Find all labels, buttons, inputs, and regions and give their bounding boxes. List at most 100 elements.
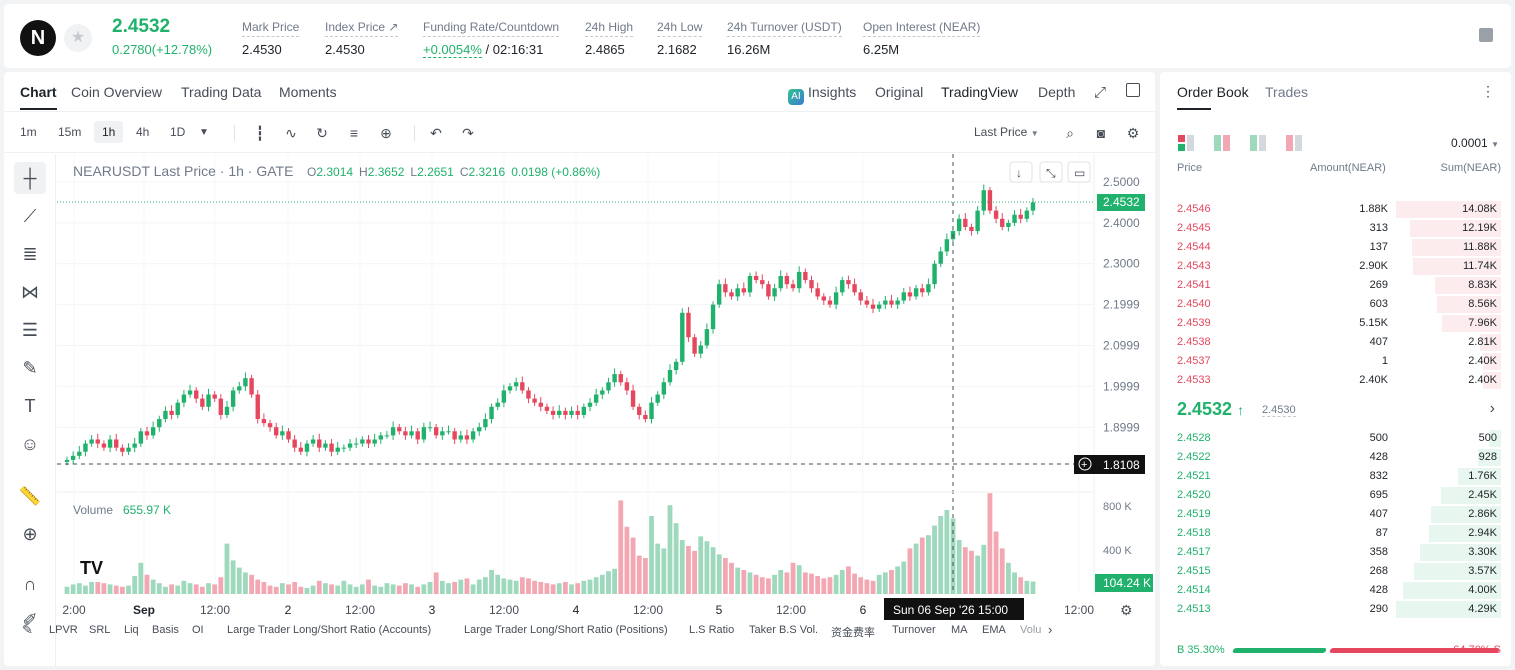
chevron-right-icon[interactable]: ›	[1048, 622, 1053, 637]
trend-line-icon[interactable]: ⟋	[23, 206, 37, 226]
redo-icon[interactable]: ↷	[462, 125, 474, 141]
maximize-button[interactable]	[1067, 161, 1091, 183]
chart-settings-icon[interactable]: ⚙	[1120, 602, 1133, 618]
bid-row[interactable]: 2.4521 832 1.76K	[1160, 467, 1511, 486]
insights-button[interactable]: AI Insights	[788, 84, 856, 105]
view-split-icon[interactable]	[1214, 135, 1232, 151]
chevron-down-icon[interactable]: ▼	[199, 127, 209, 138]
ask-row[interactable]: 2.4538 407 2.81K	[1160, 333, 1511, 352]
ask-row[interactable]: 2.4543 2.90K 11.74K	[1160, 257, 1511, 276]
stat-24h-high: 24h High 2.4865	[585, 20, 634, 57]
indicator-ls-ratio[interactable]: L.S Ratio	[689, 624, 735, 636]
view-asks-icon[interactable]	[1286, 135, 1304, 151]
tab-trading-data[interactable]: Trading Data	[181, 84, 262, 100]
timeframe-1h[interactable]: 1h	[94, 121, 124, 143]
bid-row[interactable]: 2.4520 695 2.45K	[1160, 486, 1511, 505]
view-bids-icon[interactable]	[1250, 135, 1268, 151]
tab-order-book[interactable]: Order Book	[1177, 84, 1249, 110]
magnet-icon[interactable]: ∩	[23, 574, 37, 594]
indicator-ma[interactable]: MA	[951, 624, 968, 636]
indicator-oi[interactable]: OI	[192, 624, 204, 636]
candlestick-chart[interactable]: NEARUSDT Last Price · 1h · GATE O2.3014 H…	[57, 154, 1155, 620]
indicator-lpvr[interactable]: LPVR	[49, 624, 78, 636]
indicator-srl[interactable]: SRL	[89, 624, 111, 636]
emoji-icon[interactable]: ☺	[20, 434, 40, 454]
pattern-icon[interactable]: ⋈	[21, 282, 39, 302]
timeframe-4h[interactable]: 4h	[136, 125, 150, 139]
ask-row[interactable]: 2.4545 313 12.19K	[1160, 219, 1511, 238]
ask-row[interactable]: 2.4533 2.40K 2.40K	[1160, 371, 1511, 390]
tab-moments[interactable]: Moments	[279, 84, 337, 100]
ask-row[interactable]: 2.4540 603 8.56K	[1160, 295, 1511, 314]
ask-row[interactable]: 2.4541 269 8.83K	[1160, 276, 1511, 295]
ask-row[interactable]: 2.4539 5.15K 7.96K	[1160, 314, 1511, 333]
text-icon[interactable]: T	[24, 396, 36, 416]
crosshair-icon[interactable]: ┼	[14, 162, 46, 194]
bid-row[interactable]: 2.4518 87 2.94K	[1160, 524, 1511, 543]
timeframe-1d[interactable]: 1D	[170, 125, 186, 139]
pencil-lock-icon[interactable]: ✐	[22, 610, 38, 630]
indicator-taker-bs-vol[interactable]: Taker B.S Vol.	[749, 624, 819, 636]
tab-trades[interactable]: Trades	[1265, 84, 1309, 100]
undo-icon[interactable]: ↶	[430, 125, 442, 141]
indicator-funding-rate[interactable]: 资金费率	[831, 627, 875, 639]
bid-row[interactable]: 2.4515 268 3.57K	[1160, 562, 1511, 581]
price-type-select[interactable]: Last Price ▼	[974, 125, 1039, 139]
scroll-down-button[interactable]	[1009, 161, 1033, 183]
candle-body	[255, 394, 260, 420]
precision-select[interactable]: 0.0001 ▼	[1451, 136, 1499, 150]
ask-row[interactable]: 2.4544 137 11.88K	[1160, 238, 1511, 257]
bid-row[interactable]: 2.4517 358 3.30K	[1160, 543, 1511, 562]
volume-bar	[667, 505, 673, 594]
view-depth[interactable]: Depth	[1038, 84, 1076, 100]
add-alert-icon[interactable]: ⊕	[380, 125, 392, 141]
bid-row[interactable]: 2.4522 428 928	[1160, 448, 1511, 467]
indicator-large-trader-accounts[interactable]: Large Trader Long/Short Ratio (Accounts)	[227, 624, 432, 636]
chart-legend-symbol: NEARUSDT Last Price · 1h · GATE	[73, 163, 293, 179]
indicator-turnover[interactable]: Turnover	[892, 624, 936, 636]
indicator-ema[interactable]: EMA	[982, 624, 1006, 636]
tab-coin-overview[interactable]: Coin Overview	[71, 84, 163, 100]
parallel-lines-icon[interactable]: ≣	[22, 244, 38, 264]
replay-icon[interactable]: ↻	[316, 125, 328, 141]
bid-row[interactable]: 2.4519 407 2.86K	[1160, 505, 1511, 524]
ask-row[interactable]: 2.4546 1.88K 14.08K	[1160, 200, 1511, 219]
fib-icon[interactable]: ☰	[21, 320, 39, 340]
more-icon[interactable]: ⋮	[1481, 83, 1495, 99]
candles-icon[interactable]: ┇	[255, 125, 265, 141]
timeframe-1m[interactable]: 1m	[20, 125, 37, 139]
add-order-icon[interactable]	[1078, 457, 1092, 471]
indicator-liq[interactable]: Liq	[124, 624, 139, 636]
stat-index-price[interactable]: Index Price ↗ 2.4530	[325, 20, 399, 57]
collapse-button[interactable]	[1039, 161, 1063, 183]
indicator-large-trader-positions[interactable]: Large Trader Long/Short Ratio (Positions…	[464, 624, 668, 636]
ruler-icon[interactable]: 📏	[18, 486, 42, 506]
brush-icon[interactable]: ✎	[22, 358, 38, 378]
view-both-icon[interactable]	[1178, 135, 1196, 151]
timeframe-15m[interactable]: 15m	[58, 125, 82, 139]
chevron-right-icon[interactable]: ›	[1489, 400, 1495, 417]
templates-icon[interactable]: ≡	[349, 125, 359, 141]
favorite-star-icon[interactable]: ★	[64, 24, 92, 52]
view-original[interactable]: Original	[875, 84, 924, 100]
gear-icon[interactable]: ⚙	[1126, 125, 1140, 141]
bid-row[interactable]: 2.4513 290 4.29K	[1160, 600, 1511, 619]
tab-chart[interactable]: Chart	[20, 84, 57, 110]
camera-icon[interactable]: ◙	[1096, 125, 1106, 141]
bid-row[interactable]: 2.4514 428 4.00K	[1160, 581, 1511, 600]
candle-body	[1018, 214, 1023, 219]
book-icon[interactable]	[1479, 28, 1493, 42]
mid-price[interactable]: 2.4532 ↑	[1177, 399, 1245, 419]
candle-body	[347, 443, 353, 448]
window-icon[interactable]	[1126, 83, 1140, 97]
expand-icon[interactable]: ⤢	[1094, 84, 1107, 101]
zoom-icon[interactable]: ⊕	[22, 524, 38, 544]
indicator-basis[interactable]: Basis	[152, 624, 179, 636]
bid-row[interactable]: 2.4528 500 500	[1160, 429, 1511, 448]
edit-icon[interactable]: ✎	[22, 622, 33, 637]
indicators-icon[interactable]: ∿	[285, 125, 297, 141]
ask-row[interactable]: 2.4537 1 2.40K	[1160, 352, 1511, 371]
search-icon[interactable]: ⌕	[1066, 125, 1074, 141]
view-tradingview[interactable]: TradingView	[941, 84, 1019, 100]
indicator-volume[interactable]: Volu	[1020, 624, 1042, 636]
